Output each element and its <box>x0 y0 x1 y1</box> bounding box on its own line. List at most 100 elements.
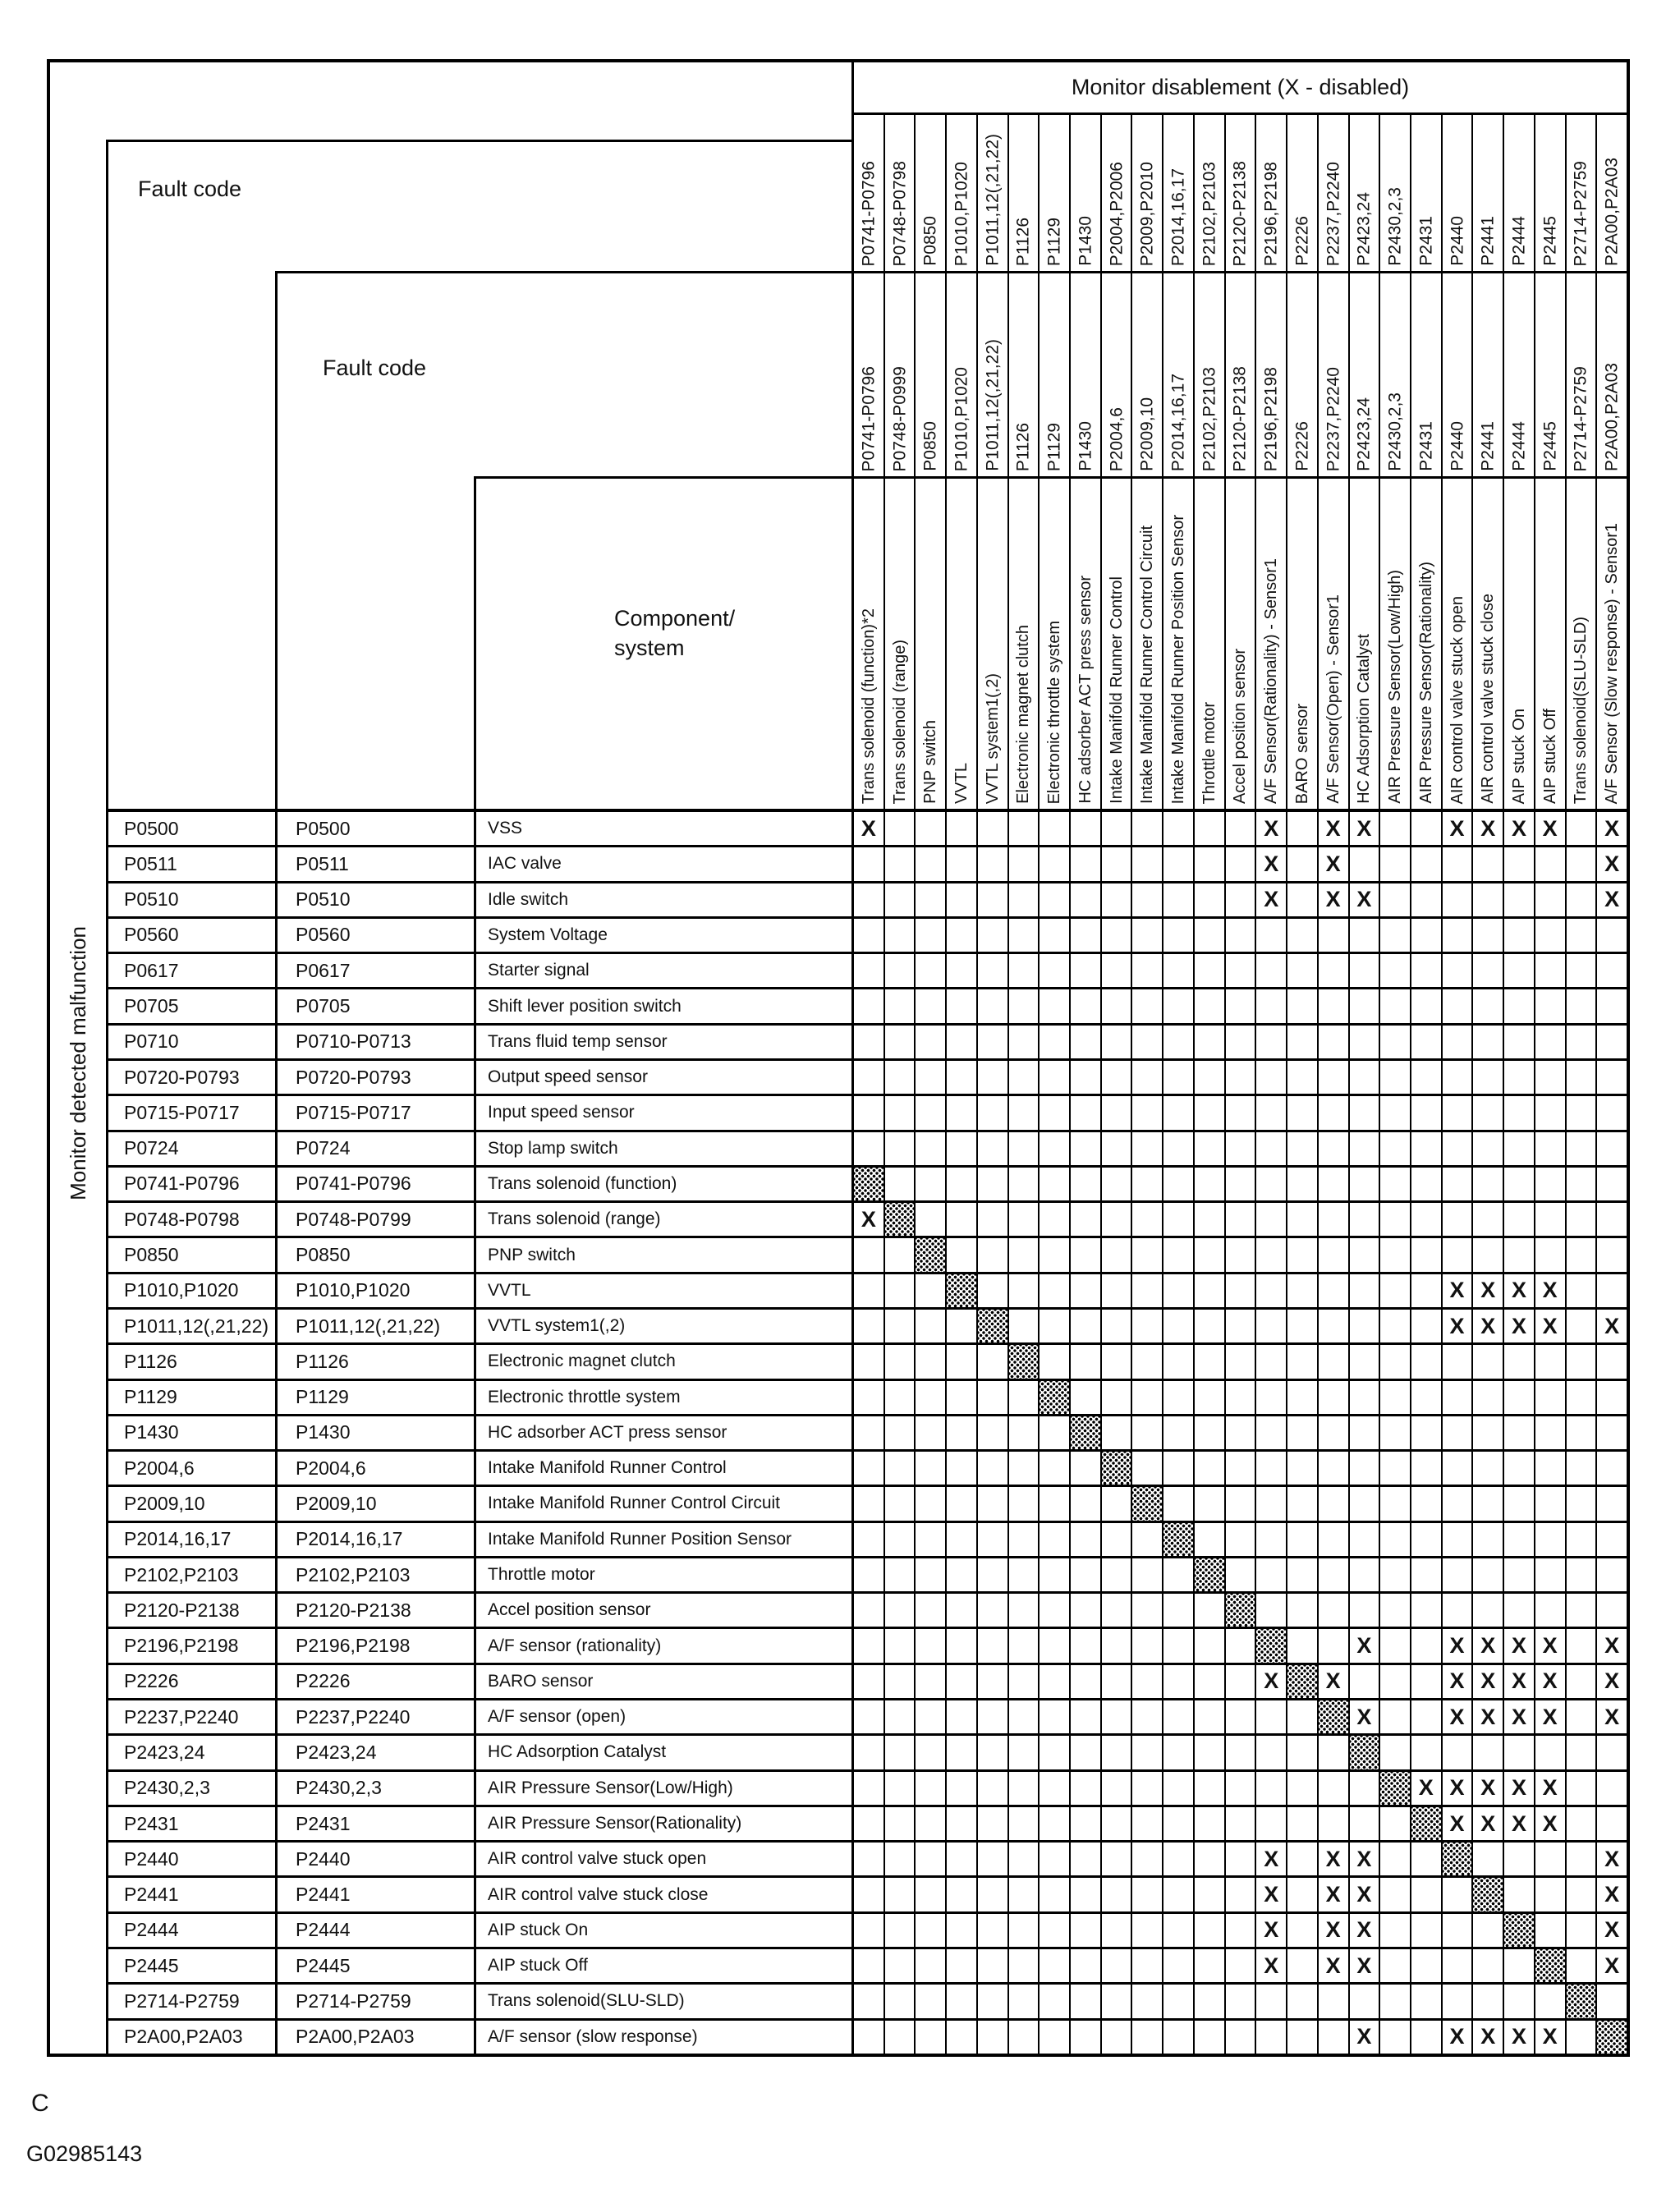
table-row: P2226 P2226 BARO sensor X X X X X X X <box>106 1664 1627 1701</box>
rotated-header-text: AIR Pressure Sensor(Rationality) <box>1416 562 1435 804</box>
mark-cell-disabled: X <box>1255 1913 1286 1947</box>
mark-cell-empty <box>945 1131 976 1165</box>
mark-cell-empty <box>914 1985 945 2018</box>
mark-cell-empty <box>1347 1522 1379 1556</box>
mark-cell-empty <box>1409 847 1441 881</box>
mark-cell-empty <box>914 1274 945 1307</box>
band1-col-header-17: P2423,24 <box>1347 115 1379 271</box>
mark-cell-empty <box>1192 1203 1224 1237</box>
mark-cell-empty <box>1379 989 1410 1023</box>
mark-cell-empty <box>1223 1096 1255 1130</box>
disabled-x-mark: X <box>1480 1668 1496 1694</box>
mark-cell-empty <box>1223 1060 1255 1095</box>
band3-col-header-15: BARO sensor <box>1286 479 1317 809</box>
mark-cell-empty <box>1162 1309 1193 1343</box>
mark-cell-empty <box>1007 954 1039 988</box>
mark-cell-empty <box>1038 1806 1069 1841</box>
mark-cell-disabled: X <box>1595 1878 1627 1911</box>
mark-cell-empty <box>1255 989 1286 1023</box>
mark-cell-empty <box>1099 1736 1131 1769</box>
disabled-x-mark: X <box>1356 1882 1372 1907</box>
mark-cell-empty <box>1564 989 1596 1023</box>
mark-cell-empty <box>1533 1487 1565 1521</box>
mark-cell-empty <box>1471 1736 1503 1769</box>
mark-cell-empty <box>1595 1985 1627 2018</box>
component-cell: A/F sensor (open) <box>474 1700 851 1734</box>
mark-cell-empty <box>1440 1913 1472 1947</box>
mark-cell-empty <box>851 1452 883 1485</box>
mark-cell-empty <box>1379 1203 1410 1237</box>
mark-cell-self-hatched <box>1595 2020 1627 2054</box>
mark-cell-empty <box>1286 1452 1317 1485</box>
mark-cell-empty <box>1409 1487 1441 1521</box>
component-cell: BARO sensor <box>474 1664 851 1699</box>
band3-col-header-22: AIP stuck On <box>1503 479 1534 809</box>
mark-cell-empty <box>1286 1522 1317 1556</box>
mark-cell-empty <box>1131 1558 1162 1592</box>
mark-cell-empty <box>1379 1060 1410 1095</box>
mark-cell-empty <box>1533 1878 1565 1911</box>
mark-cell-empty <box>1379 954 1410 988</box>
band1-col-header-2: P0748-P0798 <box>883 115 915 271</box>
mark-cell-disabled: X <box>1471 1806 1503 1841</box>
mark-cell-empty <box>1069 1203 1100 1237</box>
mark-cells <box>851 1452 1627 1485</box>
mark-cell-empty <box>1564 1025 1596 1058</box>
rotated-header-text: A/F Sensor (Slow response) - Sensor1 <box>1603 522 1622 804</box>
band2-col-header-11: P2014,16,17 <box>1162 273 1193 476</box>
band3-col-header-17: HC Adsorption Catalyst <box>1347 479 1379 809</box>
mark-cell-empty <box>1131 1380 1162 1414</box>
mark-cell-empty <box>1255 1238 1286 1272</box>
mark-cell-empty <box>1223 918 1255 952</box>
mark-cell-empty <box>1255 918 1286 952</box>
mark-cell-empty <box>975 918 1007 952</box>
rotated-header-text: P1430 <box>1076 216 1095 266</box>
mark-cell-empty <box>1471 883 1503 916</box>
rotated-header-text: P2102,P2103 <box>1200 366 1219 471</box>
fault-code-cell-1: P0720-P0793 <box>124 1066 240 1088</box>
table-row: P1126 P1126 Electronic magnet clutch <box>106 1345 1627 1381</box>
mark-cell-empty <box>1471 1558 1503 1592</box>
page-note-letter: C <box>31 2090 49 2117</box>
mark-cell-empty <box>1223 812 1255 846</box>
mark-cell-empty <box>1192 1736 1224 1769</box>
mark-cell-empty <box>1286 1700 1317 1734</box>
mark-cell-disabled: X <box>1533 2020 1565 2054</box>
mark-cells <box>851 1025 1627 1058</box>
mark-cell-empty <box>975 1913 1007 1947</box>
mark-cell-empty <box>1223 1380 1255 1414</box>
fault-code-cell-2: P2714-P2759 <box>275 1985 474 2018</box>
band3-col-header-5: VVTL system1(,2) <box>975 479 1007 809</box>
mark-cell-empty <box>914 954 945 988</box>
table-row: P0715-P0717 P0715-P0717 Input speed sensor <box>106 1096 1627 1132</box>
fault-code-cell-1: P1011,12(,21,22) <box>124 1315 269 1337</box>
mark-cell-disabled: X <box>1409 1771 1441 1805</box>
mark-cell-empty <box>1471 1487 1503 1521</box>
mark-cell-empty <box>1099 847 1131 881</box>
mark-cells <box>851 1558 1627 1592</box>
mark-cell-empty <box>914 1203 945 1237</box>
band1-col-header-24: P2714-P2759 <box>1564 115 1596 271</box>
mark-cell-empty <box>1131 1949 1162 1983</box>
rotated-header-text: Electronic magnet clutch <box>1014 625 1033 804</box>
mark-cell-empty <box>975 1594 1007 1627</box>
mark-cell-empty <box>851 1629 883 1663</box>
fault-code-cell-1: P2445 <box>124 1954 179 1976</box>
mark-cell-empty <box>1007 883 1039 916</box>
disabled-x-mark: X <box>1264 815 1279 841</box>
band3-col-header-25: A/F Sensor (Slow response) - Sensor1 <box>1595 479 1627 809</box>
fault-code-cell-2: P0710-P0713 <box>275 1025 474 1058</box>
mark-cell-empty <box>1131 1452 1162 1485</box>
mark-cell-empty <box>883 1131 915 1165</box>
rotated-header-text: Intake Manifold Runner Control <box>1107 576 1126 804</box>
mark-cell-disabled: X <box>1503 1309 1534 1343</box>
mark-cell-empty <box>1162 1594 1193 1627</box>
table-row: P0511 P0511 IAC valve X X X <box>106 847 1627 883</box>
mark-cell-empty <box>1440 954 1472 988</box>
mark-cells: X <box>851 1203 1627 1237</box>
mark-cell-empty <box>914 1487 945 1521</box>
mark-cell-empty <box>1316 1025 1348 1058</box>
mark-cell-disabled: X <box>1255 847 1286 881</box>
disabled-x-mark: X <box>1604 887 1620 912</box>
